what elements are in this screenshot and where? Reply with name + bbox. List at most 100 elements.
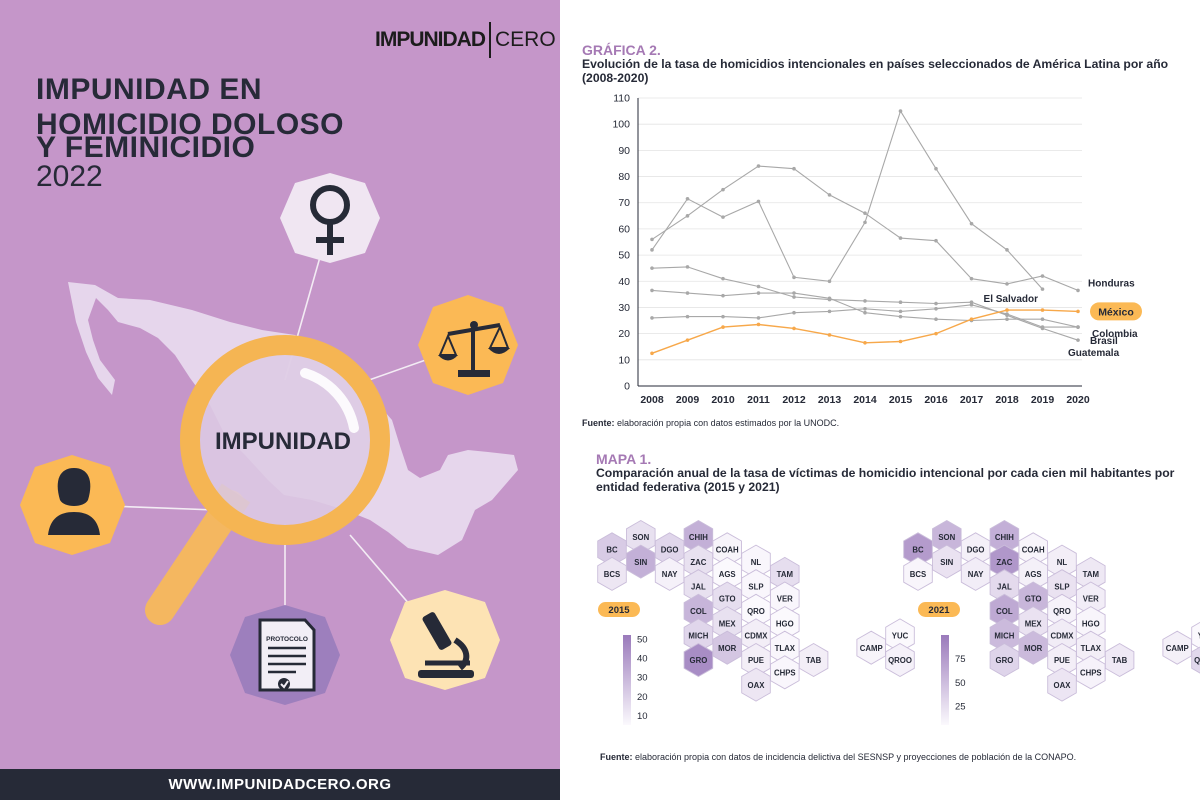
series-label-honduras: Honduras [1088, 278, 1135, 289]
y-tick-50: 50 [618, 250, 630, 262]
impunidad-center-label: IMPUNIDAD [215, 428, 351, 455]
hex-label-2015-mor: MOR [718, 644, 737, 653]
point-honduras-2020 [1076, 288, 1080, 293]
point-guatemala-2009 [685, 265, 690, 269]
cover-illustration: PROTOCOLO [20, 173, 518, 705]
hex-2021-bcs [903, 556, 933, 591]
hex-label-2021-bc: BC [912, 546, 924, 555]
hex-label-2015-tab: TAB [806, 656, 822, 665]
hex-label-2015-slp: SLP [748, 582, 763, 591]
hex-label-2015-camp: CAMP [860, 644, 883, 653]
hex-label-2021-coah: COAH [1022, 546, 1045, 555]
y-tick-30: 30 [618, 302, 630, 314]
hex-label-2021-oax: OAX [1054, 681, 1072, 690]
x-tick-2019: 2019 [1031, 394, 1055, 406]
point-honduras-2019 [1040, 274, 1045, 278]
hex-label-2021-qro: QRO [1053, 607, 1071, 616]
series-line-el-salvador [651, 109, 1043, 290]
point-el-salvador-2008 [650, 248, 654, 252]
chart-label: GRÁFICA 2. [582, 42, 661, 58]
report-cover: IMPUNIDAD CERO IMPUNIDAD EN HOMICIDIO DO… [0, 0, 560, 800]
point-honduras-2009 [685, 214, 690, 218]
hex-2021-camp [1162, 630, 1192, 665]
x-tick-2010: 2010 [711, 394, 735, 406]
website-url[interactable]: WWW.IMPUNIDADCERO.ORG [0, 769, 560, 800]
y-tick-80: 80 [618, 171, 630, 183]
female-symbol-icon [280, 173, 380, 263]
hex-label-2021-pue: PUE [1054, 656, 1070, 665]
year-label-2021: 2021 [928, 605, 950, 616]
hex-label-2021-gto: GTO [1025, 595, 1042, 604]
chart-source: Fuente: elaboración propia con datos est… [582, 418, 839, 428]
magnifying-glass-icon [180, 335, 390, 545]
logo-light-text: CERO [495, 28, 556, 51]
hex-2015-mor [712, 630, 742, 665]
hex-2015-chps [770, 655, 800, 690]
hex-2021-sin [932, 544, 962, 579]
point-guatemala-2010 [721, 276, 725, 281]
point-colombia-2019 [1040, 317, 1045, 322]
point-honduras-2011 [756, 164, 761, 168]
hex-label-2015-son: SON [632, 533, 649, 542]
logo-divider [489, 22, 491, 58]
point-guatemala-2019 [1040, 326, 1045, 331]
legend-tick-2015-30: 30 [637, 673, 648, 684]
hex-label-2021-camp: CAMP [1166, 644, 1189, 653]
hex-2015-nay [654, 556, 685, 591]
point-guatemala-2013 [827, 297, 832, 302]
homicide-rate-line-chart: 0 10 20 30 40 50 60 70 80 90 100 110 2008 2009 2010 201… [612, 93, 1142, 406]
hex-label-2021-zac: ZAC [996, 558, 1012, 567]
hex-map-2021: SON CHIH BC DGO COAH SIN ZAC NL BCS NAY AGS TAM JAL S… [903, 519, 1200, 725]
cover-title-line-3: Y FEMINICIDIO [36, 131, 256, 164]
point-el-salvador-2014 [863, 220, 867, 225]
hex-label-2015-mex: MEX [719, 619, 737, 628]
legend-tick-2021-50: 50 [955, 678, 966, 689]
x-tick-2014: 2014 [853, 394, 877, 406]
hex-label-2021-chih: CHIH [995, 533, 1014, 542]
series-line-honduras [651, 165, 1079, 291]
y-tick-100: 100 [612, 119, 630, 131]
chart-title: Evolución de la tasa de homicidios inten… [582, 57, 1169, 85]
highlight-pill-mexico [1090, 302, 1142, 321]
hex-label-2015-qroo: QROO [888, 656, 912, 665]
hex-label-2015-yuc: YUC [892, 632, 909, 641]
hex-label-2021-tam: TAM [1083, 570, 1099, 579]
point-guatemala-2014 [863, 299, 867, 303]
hex-label-2021-tab: TAB [1112, 656, 1128, 665]
point-brasil-2011 [756, 316, 761, 320]
legend-tick-2015-20: 20 [637, 692, 648, 703]
x-tick-2016: 2016 [924, 394, 948, 406]
scales-of-justice-icon [418, 295, 518, 395]
hex-label-2021-gro: GRO [996, 656, 1014, 665]
hex-2015-oax [741, 667, 771, 702]
hex-label-2021-mex: MEX [1025, 619, 1043, 628]
hex-label-2021-hgo: HGO [1082, 619, 1100, 628]
hex-label-2021-nl: NL [1057, 558, 1068, 567]
point-mexico-2012 [792, 326, 796, 331]
point-colombia-2012 [792, 291, 796, 295]
y-tick-60: 60 [618, 223, 630, 235]
point-brasil-2009 [685, 314, 690, 319]
y-tick-40: 40 [618, 276, 630, 288]
point-colombia-2011 [756, 291, 761, 295]
point-guatemala-2016 [934, 301, 938, 306]
point-guatemala-2008 [650, 266, 654, 270]
y-tick-70: 70 [618, 197, 630, 209]
point-mexico-2018 [1005, 308, 1009, 312]
hex-label-2015-chps: CHPS [774, 669, 796, 678]
hex-label-2021-mich: MICH [994, 632, 1014, 641]
series-label-colombia: Colombia [1092, 329, 1138, 340]
hex-label-2021-ags: AGS [1025, 570, 1042, 579]
point-brasil-2015 [898, 309, 903, 314]
hex-2021-chps [1076, 655, 1106, 690]
magnifier-handle [145, 490, 245, 625]
point-brasil-2020 [1076, 325, 1080, 329]
hex-2021-yuc [1191, 621, 1200, 649]
point-el-salvador-2010 [721, 215, 725, 219]
point-mexico-2013 [827, 333, 832, 337]
point-honduras-2013 [827, 193, 832, 197]
x-tick-2012: 2012 [782, 394, 806, 406]
hex-label-2015-gro: GRO [690, 656, 708, 665]
point-guatemala-2012 [792, 295, 796, 299]
point-guatemala-2015 [898, 300, 903, 305]
